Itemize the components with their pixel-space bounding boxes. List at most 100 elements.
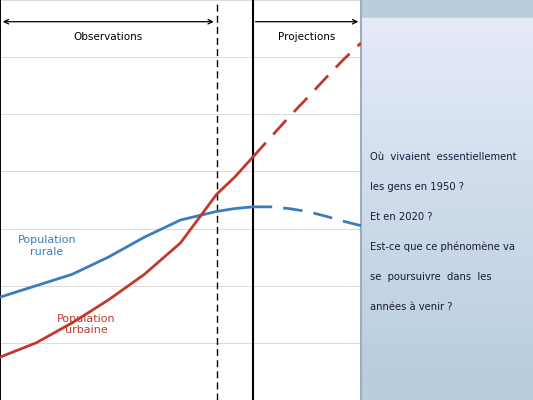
Bar <box>361 116 533 120</box>
Bar <box>361 94 533 98</box>
Bar <box>361 269 533 273</box>
Bar <box>361 26 533 29</box>
Bar <box>361 254 533 258</box>
Bar <box>361 91 533 94</box>
Bar <box>361 320 533 324</box>
Bar <box>361 58 533 62</box>
Bar <box>361 218 533 222</box>
Text: Où  vivaient  essentiellement: Où vivaient essentiellement <box>370 152 516 162</box>
Bar <box>361 102 533 106</box>
Bar <box>361 98 533 102</box>
Bar <box>361 80 533 84</box>
Bar <box>361 284 533 287</box>
Bar <box>361 153 533 156</box>
Bar <box>361 178 533 182</box>
Bar <box>361 378 533 382</box>
Bar <box>361 142 533 146</box>
Text: Projections: Projections <box>278 32 336 42</box>
Bar <box>361 40 533 44</box>
Bar <box>361 276 533 280</box>
Bar <box>361 334 533 338</box>
Bar <box>361 138 533 142</box>
Bar <box>361 174 533 178</box>
Bar <box>361 204 533 207</box>
Bar <box>361 22 533 26</box>
Bar <box>361 222 533 226</box>
Text: Observations: Observations <box>74 32 143 42</box>
Bar <box>361 287 533 291</box>
Bar <box>361 84 533 87</box>
Bar <box>361 349 533 353</box>
Bar <box>361 236 533 240</box>
Bar <box>361 160 533 164</box>
Bar <box>361 353 533 356</box>
Bar <box>361 33 533 36</box>
Bar <box>361 120 533 124</box>
Text: années à venir ?: années à venir ? <box>370 302 452 312</box>
Bar <box>361 338 533 342</box>
Bar <box>361 327 533 331</box>
Bar <box>361 324 533 327</box>
Bar <box>361 291 533 294</box>
Bar <box>361 247 533 251</box>
Bar <box>361 346 533 349</box>
Bar <box>361 266 533 269</box>
Bar <box>361 331 533 334</box>
Bar <box>361 36 533 40</box>
Text: Population
urbaine: Population urbaine <box>58 314 116 335</box>
Bar <box>361 262 533 266</box>
Bar <box>361 109 533 113</box>
Bar <box>361 371 533 374</box>
Bar <box>361 356 533 360</box>
Bar <box>361 47 533 51</box>
Bar <box>361 244 533 247</box>
Bar <box>361 313 533 316</box>
Bar <box>361 127 533 131</box>
Bar <box>361 214 533 218</box>
Bar <box>361 87 533 91</box>
Bar <box>361 149 533 153</box>
Bar <box>361 229 533 233</box>
Bar <box>361 207 533 211</box>
Bar <box>361 113 533 116</box>
Bar <box>361 189 533 193</box>
Bar <box>361 367 533 371</box>
Bar <box>361 29 533 33</box>
Text: Population
rurale: Population rurale <box>18 235 76 256</box>
Bar <box>361 294 533 298</box>
Bar <box>361 196 533 200</box>
Text: Est-ce que ce phénomène va: Est-ce que ce phénomène va <box>370 242 515 252</box>
Bar <box>361 298 533 302</box>
Bar <box>361 193 533 196</box>
Bar <box>361 124 533 127</box>
Bar <box>361 182 533 186</box>
Bar <box>361 134 533 138</box>
Bar <box>361 62 533 66</box>
Text: Et en 2020 ?: Et en 2020 ? <box>370 212 432 222</box>
Bar <box>361 258 533 262</box>
Bar <box>361 44 533 47</box>
Bar <box>361 226 533 229</box>
Bar <box>361 54 533 58</box>
Bar <box>361 69 533 73</box>
Bar <box>361 364 533 367</box>
Bar <box>361 167 533 171</box>
Text: les gens en 1950 ?: les gens en 1950 ? <box>370 182 464 192</box>
Bar <box>361 73 533 76</box>
Bar <box>361 66 533 69</box>
Bar <box>361 211 533 214</box>
Bar <box>361 280 533 284</box>
Bar <box>361 76 533 80</box>
Bar <box>361 240 533 244</box>
Bar <box>361 18 533 22</box>
Bar <box>361 360 533 364</box>
Bar <box>361 316 533 320</box>
Bar <box>361 51 533 54</box>
Bar <box>361 342 533 346</box>
Bar <box>361 106 533 109</box>
Bar <box>361 186 533 189</box>
Text: se  poursuivre  dans  les: se poursuivre dans les <box>370 272 491 282</box>
Bar <box>361 146 533 149</box>
Bar <box>361 306 533 309</box>
Bar <box>361 302 533 306</box>
